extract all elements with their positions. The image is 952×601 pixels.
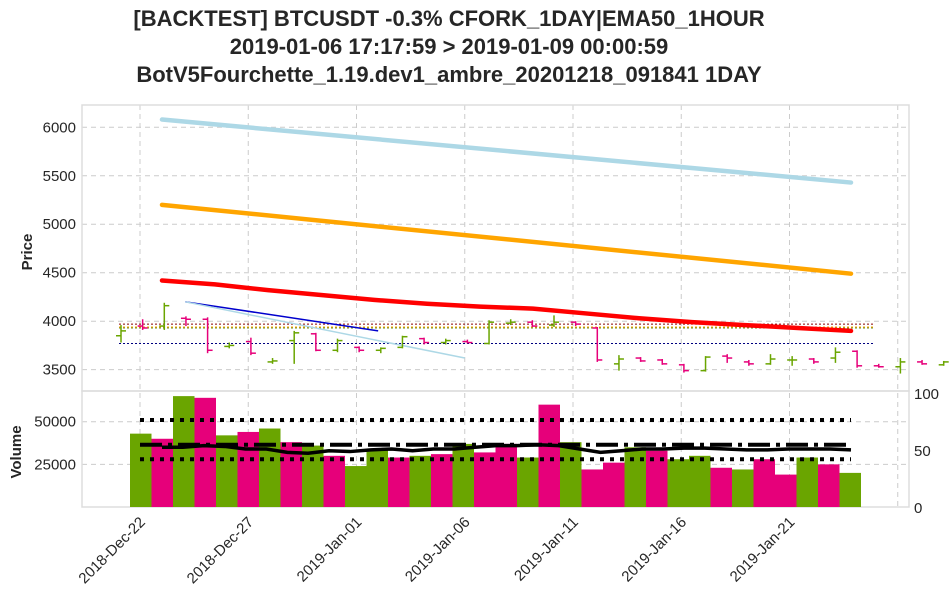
volume-bar xyxy=(388,457,410,507)
price-tick-label: 5000 xyxy=(43,216,76,233)
volume-right-tick-label: 100 xyxy=(914,386,939,403)
price-tick-label: 6000 xyxy=(43,119,76,136)
volume-bar xyxy=(581,469,603,507)
trend-line xyxy=(185,301,379,332)
volume-bar xyxy=(452,443,474,507)
ema-line-3 xyxy=(159,278,854,334)
volume-right-tick-label: 0 xyxy=(914,500,922,517)
volume-bar xyxy=(409,455,431,507)
volume-bar xyxy=(818,464,840,507)
volume-bar xyxy=(667,459,689,507)
x-tick-label: 2019-Jan-06 xyxy=(402,514,474,586)
volume-bar xyxy=(753,459,775,507)
x-tick-label: 2018-Dec-27 xyxy=(184,514,257,587)
x-tick-label: 2019-Jan-21 xyxy=(727,514,799,586)
chart-title-line-3: BotV5Fourchette_1.19.dev1_ambre_20201218… xyxy=(136,62,762,87)
volume-bar xyxy=(624,447,646,507)
volume-ma-line xyxy=(162,442,852,456)
volume-bar xyxy=(796,457,818,507)
price-tick-label: 5500 xyxy=(43,168,76,185)
volume-tick-label: 25000 xyxy=(34,456,76,473)
volume-bar xyxy=(495,443,517,507)
trend-line xyxy=(185,301,465,359)
volume-bar xyxy=(194,397,216,507)
volume-bar xyxy=(538,404,560,507)
volume-bar xyxy=(280,442,302,507)
x-tick-label: 2018-Dec-22 xyxy=(75,514,148,587)
volume-bar xyxy=(689,455,711,507)
volume-bar xyxy=(259,428,281,507)
price-axis-label: Price xyxy=(19,234,36,271)
volume-bar xyxy=(302,445,324,507)
volume-tick-label: 50000 xyxy=(34,414,76,431)
volume-bar xyxy=(560,442,582,507)
volume-bar xyxy=(732,469,754,507)
volume-bar xyxy=(710,467,732,507)
ema-line-1 xyxy=(159,117,854,185)
ema-line-2 xyxy=(159,202,854,276)
volume-bar xyxy=(839,472,861,507)
volume-bar xyxy=(130,433,152,507)
volume-right-tick-label: 50 xyxy=(914,443,931,460)
volume-bar xyxy=(603,462,625,507)
x-tick-label: 2019-Jan-01 xyxy=(294,514,366,586)
volume-bar xyxy=(366,449,388,507)
volume-bar xyxy=(216,435,238,507)
volume-bar xyxy=(474,452,496,507)
volume-bar xyxy=(173,396,195,507)
price-tick-label: 4000 xyxy=(43,313,76,330)
x-tick-label: 2019-Jan-16 xyxy=(618,514,690,586)
volume-bar xyxy=(151,438,173,507)
price-tick-label: 4500 xyxy=(43,265,76,282)
x-tick-label: 2019-Jan-11 xyxy=(511,514,582,585)
volume-axis-label: Volume xyxy=(8,425,25,478)
chart-title-line-2: 2019-01-06 17:17:59 > 2019-01-09 00:00:5… xyxy=(229,34,669,59)
volume-bar xyxy=(646,450,668,507)
volume-bar xyxy=(775,474,797,507)
chart-title-line-1: [BACKTEST] BTCUSDT -0.3% CFORK_1DAY|EMA5… xyxy=(133,6,765,31)
volume-bar xyxy=(431,454,453,507)
volume-bar xyxy=(345,466,367,507)
price-tick-label: 3500 xyxy=(43,362,76,379)
volume-bar xyxy=(323,455,345,507)
volume-bar xyxy=(517,457,539,507)
